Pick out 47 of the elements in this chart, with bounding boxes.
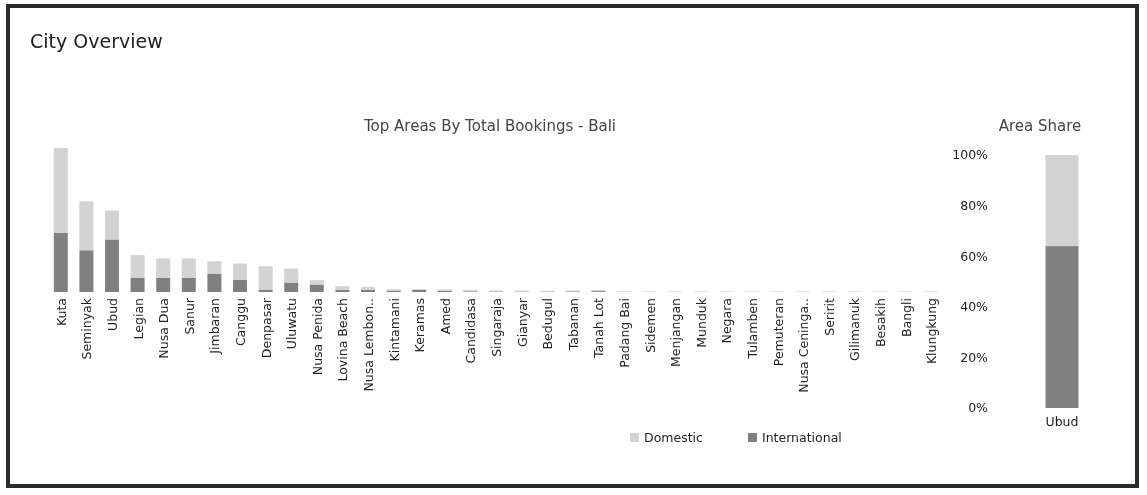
x-tick-label: Candidasa bbox=[463, 298, 479, 364]
x-tick-label: Nusa Ceninga.. bbox=[796, 298, 812, 393]
y-tick-label: 100% bbox=[952, 147, 989, 163]
x-tick-label: Uluwatu bbox=[284, 298, 300, 350]
legend-label: Domestic bbox=[644, 430, 704, 445]
x-tick-label: Kintamani bbox=[386, 298, 402, 362]
x-tick-label: Lovina Beach bbox=[335, 298, 351, 382]
x-tick-label: Bangli bbox=[898, 298, 914, 338]
x-tick-label: Seririt bbox=[821, 297, 837, 336]
x-tick-label: Canggu bbox=[233, 298, 248, 347]
x-tick-label: Amed bbox=[437, 298, 453, 335]
x-tick-label: Tanah Lot bbox=[591, 297, 607, 359]
legend-label: International bbox=[762, 430, 842, 445]
x-tick-label: Legian bbox=[130, 298, 146, 340]
x-tick-label: Munduk bbox=[693, 297, 709, 348]
x-tick-label: Ubud bbox=[1045, 414, 1079, 429]
x-tick-label: Denpasar bbox=[258, 297, 274, 359]
text: City Overview bbox=[30, 30, 163, 52]
x-tick-label: Negara bbox=[719, 298, 735, 344]
x-tick-label: Gilimanuk bbox=[847, 297, 863, 362]
x-tick-label: Tabanan bbox=[565, 298, 581, 352]
x-tick-label: Padang Bai bbox=[617, 298, 632, 368]
y-tick-label: 0% bbox=[968, 400, 989, 416]
x-tick-label: Nusa Penida bbox=[309, 298, 325, 376]
x-tick-label: Seminyak bbox=[79, 297, 95, 360]
x-tick-label: Bedugul bbox=[540, 298, 556, 350]
x-tick-label: Klungkung bbox=[924, 298, 940, 365]
x-tick-label: Sidemen bbox=[642, 298, 658, 353]
x-tick-label: Sanur bbox=[181, 297, 197, 335]
x-tick-label: Pemuteran bbox=[770, 298, 786, 367]
chart-title: Top Areas By Total Bookings - Bali bbox=[362, 117, 617, 135]
x-tick-label: Kuta bbox=[53, 298, 69, 327]
x-tick-label: Besakih bbox=[873, 298, 888, 348]
x-tick-label: Jimbaran bbox=[207, 298, 223, 355]
x-tick-label: Keramas bbox=[412, 298, 428, 353]
x-tick-label: Nusa Lembon.. bbox=[361, 298, 376, 392]
x-tick-label: Singaraja bbox=[489, 298, 504, 357]
x-tick-label: Gianyar bbox=[514, 297, 530, 347]
y-tick-label: 80% bbox=[960, 197, 989, 213]
x-tick-label: Nusa Dua bbox=[156, 298, 172, 359]
x-tick-label: Tulamben bbox=[745, 298, 760, 360]
x-tick-label: Menjangan bbox=[668, 298, 684, 367]
x-tick-label: Ubud bbox=[105, 298, 120, 331]
chart-title: Area Share bbox=[998, 117, 1082, 135]
y-tick-label: 60% bbox=[960, 248, 989, 264]
y-tick-label: 20% bbox=[960, 349, 989, 365]
y-tick-label: 40% bbox=[960, 299, 989, 315]
